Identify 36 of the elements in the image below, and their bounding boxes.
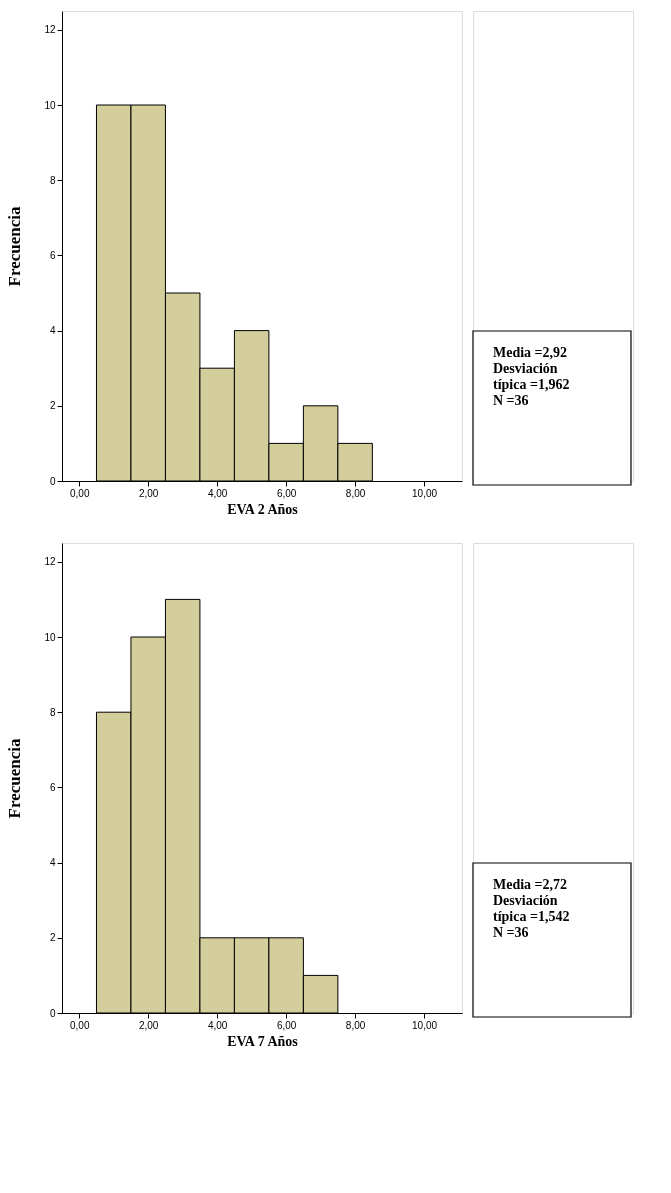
text: N =36 [493,925,529,940]
x-tick-label: 10,00 [412,487,438,499]
y-tick-label: 6 [49,781,56,793]
text: Desviación típica =1,542 [493,893,570,924]
x-tick-label: 2,00 [138,1019,159,1031]
x-tick-label: 8,00 [345,487,366,499]
x-tick-label: 0,00 [70,487,90,499]
y-tick-label: 0 [49,1007,56,1019]
y-tick-label: 10 [44,99,56,111]
y-tick-label: 8 [49,706,56,718]
text: Media =2,72 [493,877,568,892]
x-tick-label: 6,00 [276,1019,297,1031]
y-tick-label: 4 [49,325,56,337]
y-tick-label: 12 [44,24,56,36]
x-tick-label: 0,00 [70,1019,90,1031]
text: Media =2,92 [493,345,568,360]
y-tick-label: 2 [49,932,56,944]
y-tick-label: 8 [49,174,56,186]
x-axis-title: EVA 7 Años [227,1033,299,1049]
x-tick-label: 2,00 [138,487,159,499]
y-tick-label: 2 [49,400,56,412]
x-axis-title: EVA 2 Años [227,501,299,517]
text: Desviación típica =1,962 [493,361,570,392]
y-tick-label: 4 [49,857,56,869]
y-tick-label: 10 [44,631,56,643]
x-tick-label: 4,00 [207,1019,228,1031]
x-tick-label: 8,00 [345,1019,366,1031]
text: N =36 [493,393,529,408]
y-tick-label: 0 [49,475,56,487]
x-tick-label: 4,00 [207,487,228,499]
y-tick-label: 6 [49,249,56,261]
y-axis-title: Frecuencia [5,206,25,287]
x-tick-label: 6,00 [276,487,297,499]
x-tick-label: 10,00 [412,1019,438,1031]
y-tick-label: 12 [44,556,56,568]
y-axis-title: Frecuencia [5,738,25,819]
